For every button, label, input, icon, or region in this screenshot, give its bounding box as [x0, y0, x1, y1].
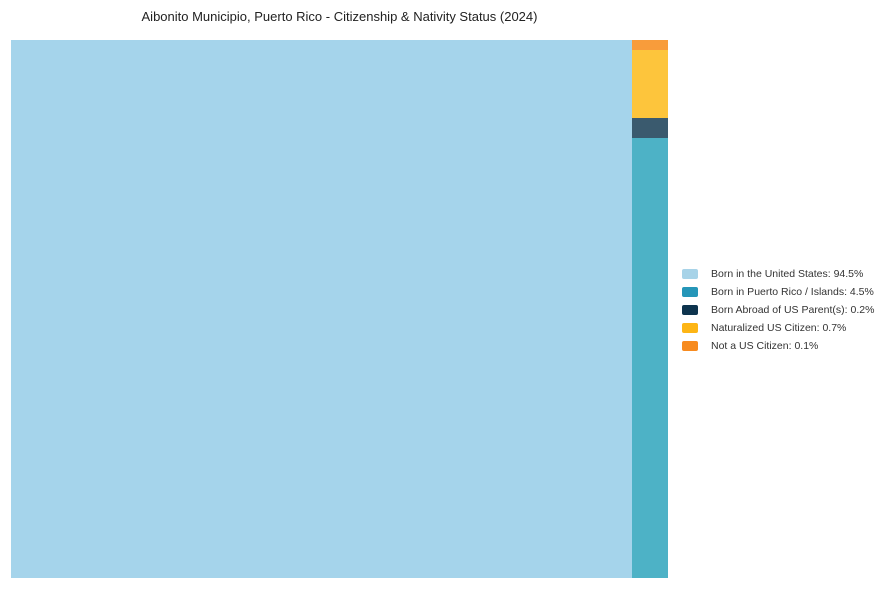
treemap-tile-born-in-pr-islands[interactable]	[631, 137, 668, 578]
legend-item-not-us-citizen[interactable]: Not a US Citizen: 0.1%	[682, 337, 874, 355]
legend-item-label: Born Abroad of US Parent(s): 0.2%	[711, 304, 875, 316]
legend-color-swatch	[682, 269, 698, 279]
legend-item-label: Naturalized US Citizen: 0.7%	[711, 322, 847, 334]
legend-item-label: Born in Puerto Rico / Islands: 4.5%	[711, 286, 874, 298]
treemap-tile-naturalized-us-citizen[interactable]	[631, 49, 668, 119]
legend-item-label: Not a US Citizen: 0.1%	[711, 340, 819, 352]
treemap-tile-born-abroad-us-parents[interactable]	[631, 118, 668, 138]
legend-item-born-in-us[interactable]: Born in the United States: 94.5%	[682, 265, 874, 283]
legend: Born in the United States: 94.5% Born in …	[682, 265, 874, 355]
legend-color-swatch	[682, 341, 698, 351]
legend-item-label: Born in the United States: 94.5%	[711, 268, 864, 280]
treemap-tile-born-in-us[interactable]	[11, 40, 632, 578]
chart-title: Aibonito Municipio, Puerto Rico - Citize…	[141, 9, 538, 24]
legend-item-born-in-pr-islands[interactable]: Born in Puerto Rico / Islands: 4.5%	[682, 283, 874, 301]
legend-color-swatch	[682, 287, 698, 297]
legend-color-swatch	[682, 305, 698, 315]
treemap-plot	[11, 40, 668, 578]
treemap-tile-not-us-citizen[interactable]	[631, 40, 668, 50]
legend-item-born-abroad-us-parents[interactable]: Born Abroad of US Parent(s): 0.2%	[682, 301, 874, 319]
legend-color-swatch	[682, 323, 698, 333]
legend-item-naturalized-us-citizen[interactable]: Naturalized US Citizen: 0.7%	[682, 319, 874, 337]
